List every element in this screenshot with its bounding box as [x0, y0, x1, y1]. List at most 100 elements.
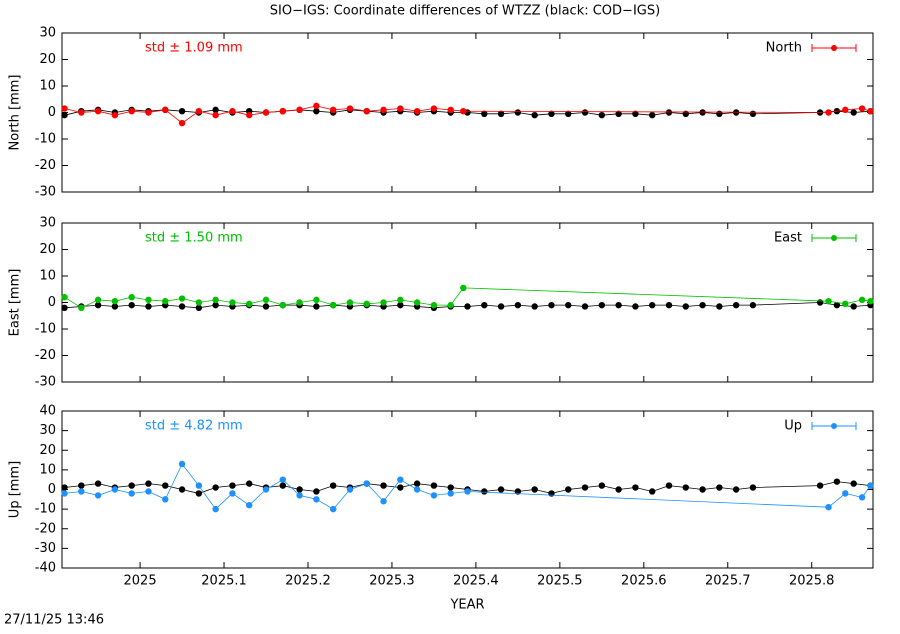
data-point — [195, 299, 203, 306]
data-point — [816, 482, 824, 489]
data-point — [665, 109, 673, 116]
data-point — [178, 107, 186, 115]
data-point — [825, 503, 832, 511]
series-line — [64, 109, 871, 116]
data-point — [867, 297, 874, 305]
data-point — [111, 303, 119, 310]
y-tick-label: 30 — [39, 26, 56, 41]
data-point — [229, 490, 236, 497]
y-tick-label: -10 — [35, 502, 56, 517]
data-point — [262, 486, 270, 493]
data-point — [380, 299, 387, 306]
data-point — [615, 110, 622, 118]
data-point — [61, 111, 68, 119]
y-tick-label: -30 — [35, 375, 56, 390]
data-point — [128, 294, 135, 301]
data-point — [61, 105, 68, 112]
data-point — [162, 496, 169, 503]
data-point — [413, 486, 421, 493]
data-point — [581, 484, 589, 491]
data-point — [329, 482, 337, 489]
data-point — [581, 109, 589, 116]
data-point — [565, 301, 572, 309]
data-point — [447, 484, 454, 491]
data-point — [447, 490, 454, 497]
data-point — [397, 301, 404, 309]
data-point — [246, 300, 253, 308]
data-point — [565, 110, 572, 118]
data-point — [262, 303, 270, 310]
data-point — [363, 107, 370, 115]
data-point — [128, 490, 135, 497]
data-point — [816, 299, 824, 306]
y-tick-label: -30 — [35, 185, 56, 200]
annotation: std ± 1.09 mm — [145, 41, 243, 56]
x-tick-label: 2025.2 — [285, 574, 331, 589]
data-point — [497, 303, 505, 310]
data-point — [825, 297, 832, 305]
data-point — [212, 484, 219, 491]
data-point — [212, 505, 219, 513]
data-point — [447, 301, 454, 309]
y-axis-label: East [mm] — [8, 269, 23, 337]
data-point — [842, 490, 849, 497]
data-point — [581, 303, 589, 310]
data-point — [749, 110, 757, 118]
data-point — [460, 107, 467, 115]
data-point — [145, 488, 152, 495]
legend-label: Up — [784, 419, 802, 434]
y-tick-label: 10 — [39, 462, 56, 477]
data-point — [178, 303, 186, 310]
data-point — [397, 296, 404, 304]
data-point — [296, 486, 303, 493]
data-point — [632, 303, 639, 310]
data-point — [262, 109, 270, 116]
data-point — [665, 482, 673, 489]
data-point — [565, 486, 572, 493]
y-tick-label: 10 — [39, 79, 56, 94]
data-point — [313, 496, 320, 503]
data-point — [195, 107, 203, 115]
data-point — [598, 111, 606, 119]
y-axis-label: North [mm] — [8, 75, 23, 151]
data-point — [178, 295, 186, 302]
data-point — [94, 296, 102, 304]
y-tick-label: 20 — [39, 242, 56, 257]
data-point — [380, 482, 387, 489]
data-point — [78, 482, 85, 489]
y-tick-label: 30 — [39, 216, 56, 231]
data-point — [145, 303, 152, 310]
data-point — [497, 486, 505, 493]
data-point — [699, 301, 706, 309]
data-point — [464, 303, 471, 310]
timestamp: 27/11/25 13:46 — [4, 613, 104, 628]
y-tick-label: 0 — [48, 482, 56, 497]
data-point — [61, 490, 68, 497]
x-axis-label: YEAR — [449, 598, 484, 613]
data-point — [94, 301, 102, 309]
y-tick-label: 20 — [39, 443, 56, 458]
data-point — [313, 303, 320, 310]
y-tick-label: 30 — [39, 423, 56, 438]
y-tick-label: -20 — [35, 348, 56, 363]
data-point — [346, 486, 354, 493]
series — [61, 284, 874, 311]
data-point — [716, 110, 723, 118]
data-point — [598, 301, 606, 309]
y-tick-label: 10 — [39, 269, 56, 284]
x-tick-label: 2025.1 — [201, 574, 247, 589]
data-point — [212, 301, 219, 309]
data-point — [346, 105, 354, 112]
data-point — [279, 482, 287, 489]
data-point — [531, 111, 538, 119]
data-point — [111, 297, 119, 305]
data-point — [833, 478, 841, 485]
data-point — [732, 301, 740, 309]
data-point — [632, 484, 639, 491]
series — [61, 102, 874, 127]
data-point — [615, 486, 622, 493]
legend-marker — [831, 235, 837, 241]
data-point — [716, 303, 723, 310]
data-point — [413, 480, 421, 487]
data-point — [212, 296, 219, 304]
